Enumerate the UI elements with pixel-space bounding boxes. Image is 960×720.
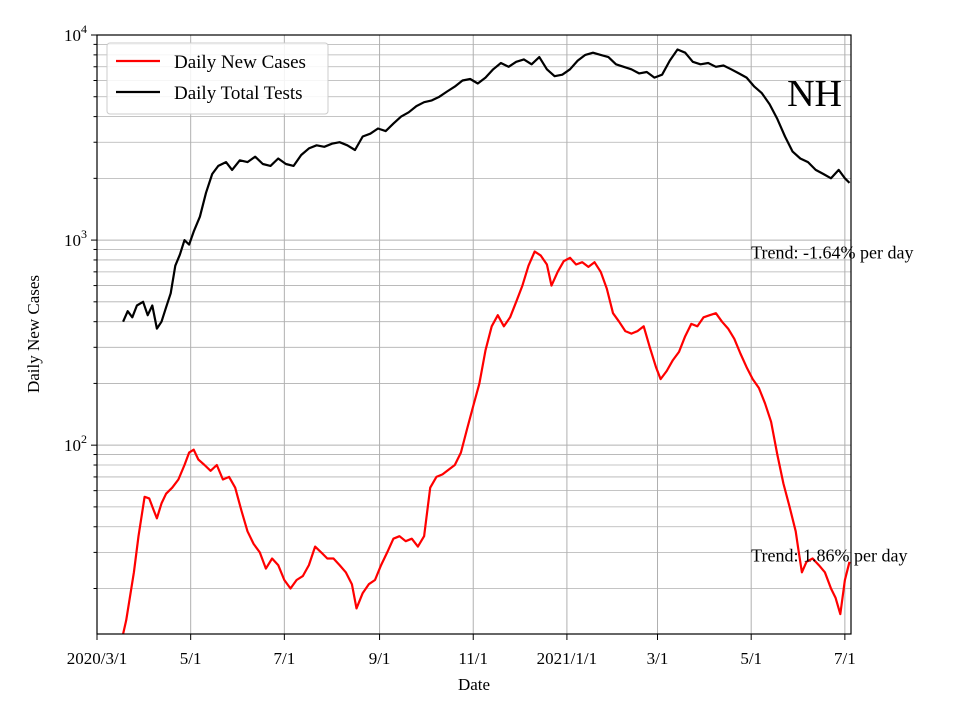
y-tick-label: 103 [64, 227, 87, 250]
x-tick-label: 3/1 [647, 649, 669, 668]
grid [96, 34, 851, 634]
y-axis-label: Daily New Cases [24, 275, 43, 393]
series-line-daily-new-cases [122, 250, 851, 634]
x-tick-label: 7/1 [273, 649, 295, 668]
legend: Daily New Cases Daily Total Tests [106, 42, 329, 115]
x-tick-label: 2020/3/1 [67, 649, 127, 668]
state-label: NH [787, 73, 842, 115]
y-tick-label: 102 [64, 432, 87, 455]
x-tick-label: 5/1 [180, 649, 202, 668]
series-lines [122, 48, 851, 634]
trend-annotation: Trend: -1.64% per day [751, 242, 913, 262]
legend-box [106, 42, 329, 115]
legend-label-cases: Daily New Cases [174, 52, 306, 73]
plot-frame [96, 34, 852, 635]
x-tick-label: 5/1 [740, 649, 762, 668]
x-tick-label: 11/1 [458, 649, 488, 668]
y-tick-label: 104 [64, 22, 87, 45]
x-axis-label: Date [458, 675, 490, 694]
series-line-daily-total-tests [122, 48, 851, 330]
trend-annotation: Trend: 1.86% per day [751, 545, 907, 565]
x-tick-label: 2021/1/1 [537, 649, 597, 668]
axis-ticks: 102 103 104 2020/3/1 5/1 7/1 9/1 11/1 2021/1/1 3/… [64, 22, 856, 668]
x-tick-label: 9/1 [369, 649, 391, 668]
x-tick-label: 7/1 [834, 649, 856, 668]
legend-label-tests: Daily Total Tests [174, 83, 303, 104]
trend-annotations: Trend: -1.64% per day Trend: 1.86% per da… [751, 242, 913, 565]
